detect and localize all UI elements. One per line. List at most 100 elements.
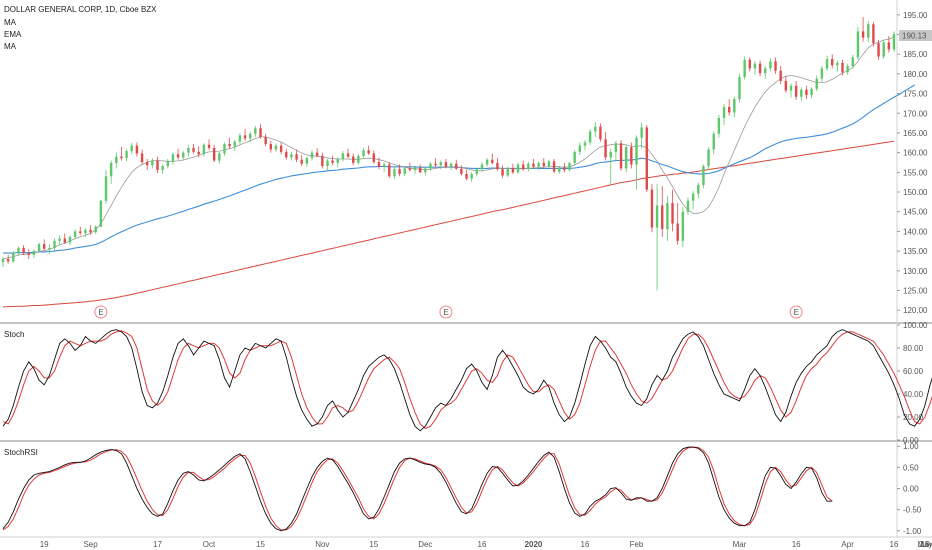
stochrsi-d-line xyxy=(2,446,833,531)
candle-body xyxy=(542,162,545,167)
candle-body xyxy=(171,154,175,161)
candle-body xyxy=(192,147,195,152)
earnings-markers[interactable]: EEEE xyxy=(94,305,932,319)
x-tick-label: 16 xyxy=(478,540,487,549)
candle-body xyxy=(341,153,345,159)
candle-body xyxy=(161,166,164,170)
candle-body xyxy=(624,147,628,169)
candle-body xyxy=(73,231,77,237)
y-tick-label: 160.00 xyxy=(903,149,928,158)
x-tick-label: Jun xyxy=(919,540,932,549)
indicator-label-ma-slow[interactable]: MA xyxy=(4,42,17,51)
last-price-label: 190.13 xyxy=(902,32,927,41)
stochrsi-panel-title[interactable]: StochRSI xyxy=(4,448,38,457)
candle-body xyxy=(58,238,61,241)
candle-body xyxy=(135,145,139,154)
earnings-marker xyxy=(789,305,803,319)
candle-body xyxy=(722,106,726,118)
candle-body xyxy=(68,236,72,243)
candle-body xyxy=(573,151,576,163)
candle-body xyxy=(619,143,623,169)
stoch-d-line xyxy=(2,330,932,430)
candle-body xyxy=(743,59,746,78)
candle-body xyxy=(295,154,298,160)
candle-body xyxy=(115,156,118,163)
candle-body xyxy=(140,153,144,163)
candle-body xyxy=(563,167,566,170)
candle-body xyxy=(527,163,530,170)
candle-body xyxy=(79,231,82,233)
x-tick-label: 16 xyxy=(890,540,899,549)
candle-body xyxy=(285,151,288,158)
candle-body xyxy=(820,68,824,79)
candle-body xyxy=(243,135,247,139)
candle-body xyxy=(388,164,391,177)
candle-body xyxy=(496,162,499,170)
candle-body xyxy=(794,85,798,97)
candle-body xyxy=(655,205,659,228)
candle-body xyxy=(727,106,731,113)
x-tick-label: Oct xyxy=(203,540,216,549)
y-tick-label: 0.00 xyxy=(903,485,919,494)
candle-body xyxy=(326,160,329,167)
candle-body xyxy=(290,154,293,158)
candle-body xyxy=(305,158,309,164)
candle-body xyxy=(779,70,782,81)
candle-body xyxy=(398,169,401,174)
candle-body xyxy=(32,251,36,256)
candle-body xyxy=(254,128,257,134)
candle-body xyxy=(861,31,865,38)
candle-body xyxy=(408,168,412,170)
symbol-title[interactable]: DOLLAR GENERAL CORP, 1D, Cboe BZX xyxy=(4,5,157,14)
candle-body xyxy=(547,161,551,167)
candle-body xyxy=(867,24,870,38)
candle-body xyxy=(552,161,556,172)
candle-body xyxy=(578,145,582,152)
indicator-label-ema[interactable]: EMA xyxy=(4,30,22,39)
candlestick-series[interactable] xyxy=(1,17,896,291)
candle-body xyxy=(455,163,458,169)
candle-body xyxy=(393,169,396,177)
candle-body xyxy=(6,258,10,262)
candle-body xyxy=(233,141,236,147)
candle-body xyxy=(712,133,715,150)
candle-body xyxy=(676,223,679,241)
candle-body xyxy=(681,211,685,241)
candle-body xyxy=(156,160,159,170)
indicator-label-ma-fast[interactable]: MA xyxy=(4,18,17,27)
candle-body xyxy=(882,42,885,57)
y-tick-label: 125.00 xyxy=(903,286,928,295)
candle-body xyxy=(279,145,283,152)
candle-body xyxy=(650,189,654,228)
candle-body xyxy=(207,144,211,148)
candle-body xyxy=(604,139,607,158)
candle-body xyxy=(151,160,154,166)
candle-body xyxy=(403,168,406,174)
candle-body xyxy=(310,152,314,159)
moving-average-lines xyxy=(2,36,915,308)
candle-body xyxy=(789,85,793,91)
x-tick-label: 16 xyxy=(581,540,590,549)
last-price-tag xyxy=(899,30,932,41)
candle-body xyxy=(830,58,834,66)
candle-body xyxy=(733,99,736,113)
candle-body xyxy=(784,80,788,91)
y-tick-label: -0.50 xyxy=(903,506,922,515)
candle-body xyxy=(516,164,520,173)
candle-body xyxy=(691,193,695,201)
candle-body xyxy=(434,163,437,166)
x-tick-label: 2020 xyxy=(525,540,543,549)
candle-body xyxy=(738,77,741,100)
stoch-lines xyxy=(2,329,932,432)
y-tick-label: -1.00 xyxy=(903,527,922,536)
stochrsi-k-line xyxy=(2,446,833,532)
candle-body xyxy=(357,155,360,163)
candle-body xyxy=(753,63,757,69)
x-tick-label: Feb xyxy=(630,540,644,549)
y-tick-label: 60.00 xyxy=(903,367,924,376)
x-tick-label: Dec xyxy=(418,540,432,549)
stoch-panel-title[interactable]: Stoch xyxy=(4,330,24,339)
